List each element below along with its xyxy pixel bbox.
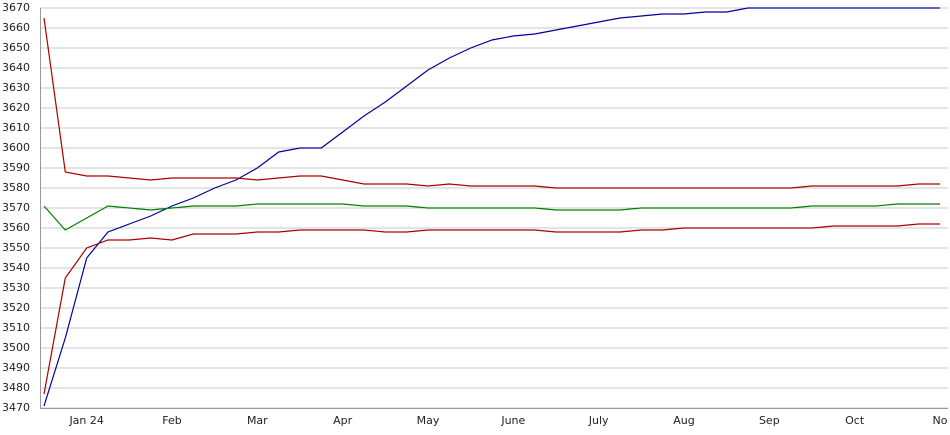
y-tick-label: 3480 bbox=[2, 381, 30, 394]
y-tick-label: 3500 bbox=[2, 341, 30, 354]
y-tick-label: 3550 bbox=[2, 241, 30, 254]
y-tick-label: 3630 bbox=[2, 81, 30, 94]
x-tick-label: Feb bbox=[162, 414, 181, 427]
y-tick-label: 3490 bbox=[2, 361, 30, 374]
y-tick-label: 3610 bbox=[2, 121, 30, 134]
y-tick-label: 3590 bbox=[2, 161, 30, 174]
series-line bbox=[43, 223, 940, 395]
x-tick-label: Mar bbox=[247, 414, 268, 427]
y-tick-label: 3540 bbox=[2, 261, 30, 274]
x-tick-label: Jan 24 bbox=[68, 414, 103, 427]
y-tick-label: 3570 bbox=[2, 201, 30, 214]
x-tick-label: Apr bbox=[333, 414, 353, 427]
y-tick-label: 3670 bbox=[2, 1, 30, 14]
x-tick-label: June bbox=[500, 414, 525, 427]
y-tick-label: 3520 bbox=[2, 301, 30, 314]
y-tick-label: 3600 bbox=[2, 141, 30, 154]
x-tick-label: Sep bbox=[759, 414, 780, 427]
x-tick-label: Aug bbox=[673, 414, 694, 427]
y-tick-label: 3560 bbox=[2, 221, 30, 234]
y-tick-label: 3650 bbox=[2, 41, 30, 54]
y-tick-label: 3530 bbox=[2, 281, 30, 294]
y-tick-label: 3580 bbox=[2, 181, 30, 194]
x-tick-label: July bbox=[588, 414, 609, 427]
y-tick-label: 3470 bbox=[2, 401, 30, 414]
x-tick-label: May bbox=[417, 414, 440, 427]
series-line bbox=[43, 7, 940, 407]
y-tick-label: 3510 bbox=[2, 321, 30, 334]
series-line bbox=[43, 203, 940, 231]
x-tick-label: Oct bbox=[845, 414, 865, 427]
series-line bbox=[43, 17, 940, 189]
y-tick-label: 3660 bbox=[2, 21, 30, 34]
y-tick-label: 3620 bbox=[2, 101, 30, 114]
y-tick-label: 3640 bbox=[2, 61, 30, 74]
x-tick-label: No bbox=[933, 414, 948, 427]
